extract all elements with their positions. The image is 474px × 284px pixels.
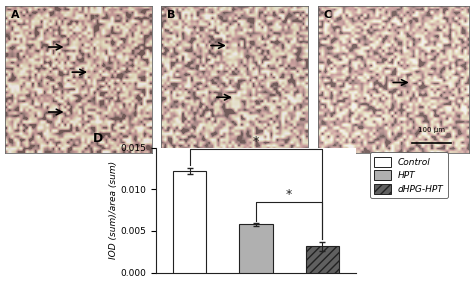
Bar — [239, 224, 273, 273]
Text: C: C — [324, 10, 332, 20]
Legend: Control, HPT, dHPG-HPT: Control, HPT, dHPG-HPT — [370, 152, 448, 198]
Y-axis label: IOD (sum)/area (sum): IOD (sum)/area (sum) — [109, 161, 118, 259]
Text: B: B — [167, 10, 175, 20]
Text: 100 μm: 100 μm — [418, 127, 445, 133]
Text: *: * — [286, 188, 292, 201]
Bar — [173, 171, 206, 273]
Text: A: A — [10, 10, 19, 20]
Bar — [306, 247, 339, 273]
Text: *: * — [253, 135, 259, 148]
Text: D: D — [93, 132, 103, 145]
